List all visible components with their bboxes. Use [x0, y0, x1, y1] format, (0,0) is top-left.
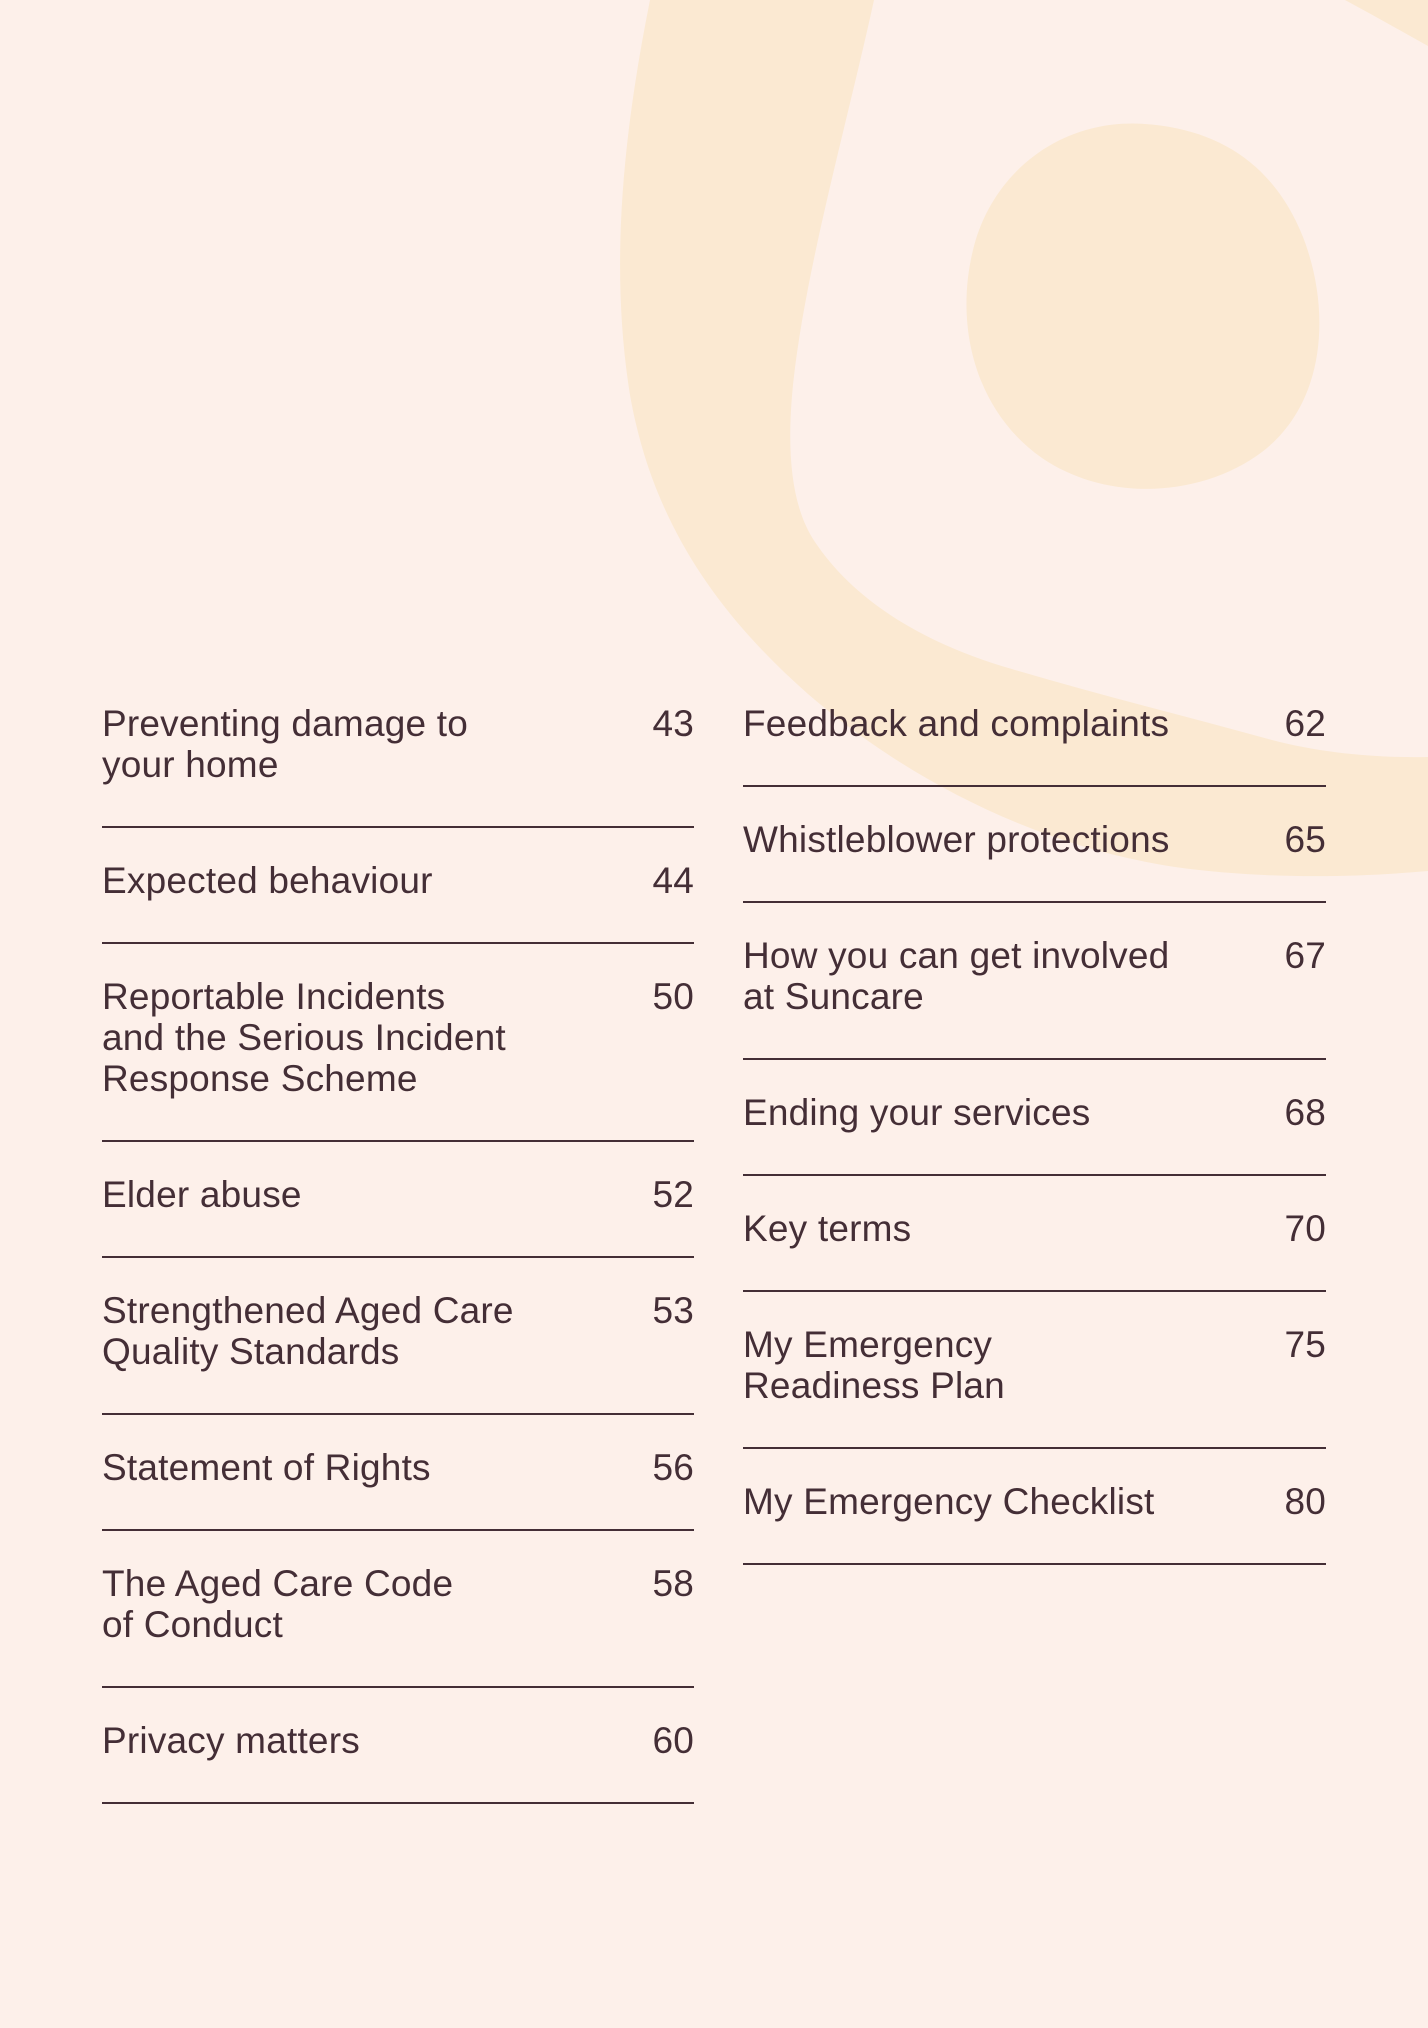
toc-entry-page-number: 80	[1284, 1481, 1326, 1522]
toc-entry[interactable]: How you can get involved at Suncare 67	[743, 935, 1326, 1060]
toc-divider	[102, 942, 694, 944]
toc-entry-page-number: 60	[652, 1720, 694, 1761]
toc-entry-page-number: 75	[1284, 1324, 1326, 1365]
toc-entry[interactable]: Reportable Incidents and the Serious Inc…	[102, 976, 694, 1142]
toc-divider	[102, 1686, 694, 1688]
toc-entry-title: Feedback and complaints	[743, 703, 1170, 744]
toc-entry-page-number: 52	[652, 1174, 694, 1215]
toc-entry-page-number: 50	[652, 976, 694, 1017]
toc-divider	[743, 1058, 1326, 1060]
toc-entry-title: Whistleblower protections	[743, 819, 1170, 860]
toc-entry-title: Ending your services	[743, 1092, 1091, 1133]
toc-entry-page-number: 70	[1284, 1208, 1326, 1249]
toc-entry-page-number: 67	[1284, 935, 1326, 976]
toc-entry-page-number: 62	[1284, 703, 1326, 744]
toc-column-right: Feedback and complaints 62 Whistleblower…	[743, 703, 1326, 1597]
toc-entry-title: Statement of Rights	[102, 1447, 431, 1488]
toc-entry-title: Preventing damage to your home	[102, 703, 469, 785]
toc-entry[interactable]: The Aged Care Code of Conduct 58	[102, 1563, 694, 1688]
toc-divider	[743, 1563, 1326, 1565]
toc-entry-title: Reportable Incidents and the Serious Inc…	[102, 976, 506, 1099]
toc-entry-title: My Emergency Readiness Plan	[743, 1324, 1005, 1406]
toc-entry-page-number: 65	[1284, 819, 1326, 860]
ring-shape	[620, 0, 1428, 877]
toc-entry-title: Privacy matters	[102, 1720, 360, 1761]
toc-divider	[102, 1529, 694, 1531]
toc-entry[interactable]: Privacy matters 60	[102, 1720, 694, 1804]
toc-entry[interactable]: Preventing damage to your home 43	[102, 703, 694, 828]
toc-divider	[743, 785, 1326, 787]
toc-entry-title: How you can get involved at Suncare	[743, 935, 1170, 1017]
toc-entry[interactable]: Expected behaviour 44	[102, 860, 694, 944]
blob-shape	[966, 123, 1320, 489]
toc-column-left: Preventing damage to your home 43 Expect…	[102, 703, 694, 1836]
toc-entry[interactable]: Statement of Rights 56	[102, 1447, 694, 1531]
toc-divider	[102, 1256, 694, 1258]
toc-entry-title: Expected behaviour	[102, 860, 433, 901]
toc-divider	[102, 1140, 694, 1142]
toc-entry-title: My Emergency Checklist	[743, 1481, 1155, 1522]
toc-entry-title: Elder abuse	[102, 1174, 302, 1215]
toc-divider	[743, 1174, 1326, 1176]
toc-entry[interactable]: Feedback and complaints 62	[743, 703, 1326, 787]
toc-divider	[743, 901, 1326, 903]
toc-entry-title: Strengthened Aged Care Quality Standards	[102, 1290, 514, 1372]
toc-entry[interactable]: My Emergency Readiness Plan 75	[743, 1324, 1326, 1449]
toc-divider	[102, 1802, 694, 1804]
toc-entry[interactable]: Whistleblower protections 65	[743, 819, 1326, 903]
toc-entry-page-number: 58	[652, 1563, 694, 1604]
toc-entry[interactable]: Elder abuse 52	[102, 1174, 694, 1258]
toc-divider	[743, 1447, 1326, 1449]
toc-entry-title: Key terms	[743, 1208, 912, 1249]
toc-entry[interactable]: Strengthened Aged Care Quality Standards…	[102, 1290, 694, 1415]
toc-divider	[102, 1413, 694, 1415]
toc-entry-page-number: 53	[652, 1290, 694, 1331]
toc-entry[interactable]: Ending your services 68	[743, 1092, 1326, 1176]
toc-divider	[102, 826, 694, 828]
toc-entry-page-number: 68	[1284, 1092, 1326, 1133]
toc-entry-page-number: 44	[652, 860, 694, 901]
toc-entry[interactable]: Key terms 70	[743, 1208, 1326, 1292]
toc-entry-title: The Aged Care Code of Conduct	[102, 1563, 454, 1645]
toc-entry-page-number: 56	[652, 1447, 694, 1488]
toc-divider	[743, 1290, 1326, 1292]
toc-entry-page-number: 43	[652, 703, 694, 744]
toc-entry[interactable]: My Emergency Checklist 80	[743, 1481, 1326, 1565]
